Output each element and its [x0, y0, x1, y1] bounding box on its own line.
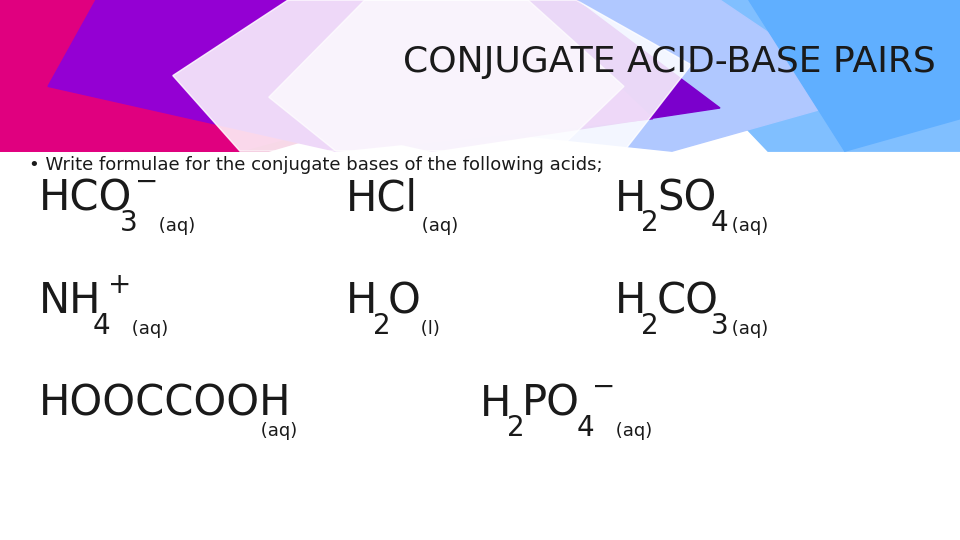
Text: 2: 2 [641, 209, 660, 237]
Text: −: − [135, 168, 158, 196]
Text: HCO: HCO [38, 178, 132, 220]
Text: HOOCCOOH: HOOCCOOH [38, 383, 291, 425]
Text: H: H [346, 280, 377, 322]
Text: (aq): (aq) [726, 217, 768, 235]
Text: H: H [480, 383, 512, 425]
Text: 2: 2 [372, 312, 391, 340]
Text: −: − [591, 373, 615, 401]
Text: CO: CO [657, 280, 719, 322]
Text: (aq): (aq) [126, 320, 168, 338]
Polygon shape [0, 0, 480, 151]
Text: CONJUGATE ACID-BASE PAIRS: CONJUGATE ACID-BASE PAIRS [403, 45, 936, 79]
Text: H: H [614, 178, 646, 220]
Text: 3: 3 [711, 312, 729, 340]
Text: PO: PO [522, 383, 581, 425]
Text: 3: 3 [120, 209, 137, 237]
Text: 4: 4 [92, 312, 110, 340]
Polygon shape [0, 0, 307, 151]
Polygon shape [269, 0, 624, 151]
Text: (aq): (aq) [726, 320, 768, 338]
Text: +: + [108, 271, 132, 299]
Text: 4: 4 [711, 209, 729, 237]
Polygon shape [173, 0, 691, 151]
Text: (aq): (aq) [255, 422, 298, 440]
Polygon shape [624, 0, 960, 151]
Text: NH: NH [38, 280, 101, 322]
Text: (aq): (aq) [610, 422, 652, 440]
Text: H: H [614, 280, 646, 322]
Text: (l): (l) [415, 320, 440, 338]
Text: (aq): (aq) [153, 217, 195, 235]
Text: 4: 4 [577, 414, 594, 442]
Text: (aq): (aq) [417, 217, 459, 235]
Text: 2: 2 [507, 414, 525, 442]
Text: HCl: HCl [346, 178, 418, 220]
Text: • Write formulae for the conjugate bases of the following acids;: • Write formulae for the conjugate bases… [29, 156, 603, 174]
Text: O: O [388, 280, 420, 322]
Polygon shape [96, 0, 720, 151]
Text: 2: 2 [641, 312, 660, 340]
Polygon shape [365, 0, 864, 151]
Polygon shape [749, 0, 960, 151]
Polygon shape [0, 0, 528, 151]
Polygon shape [48, 0, 653, 151]
Text: SO: SO [657, 178, 716, 220]
